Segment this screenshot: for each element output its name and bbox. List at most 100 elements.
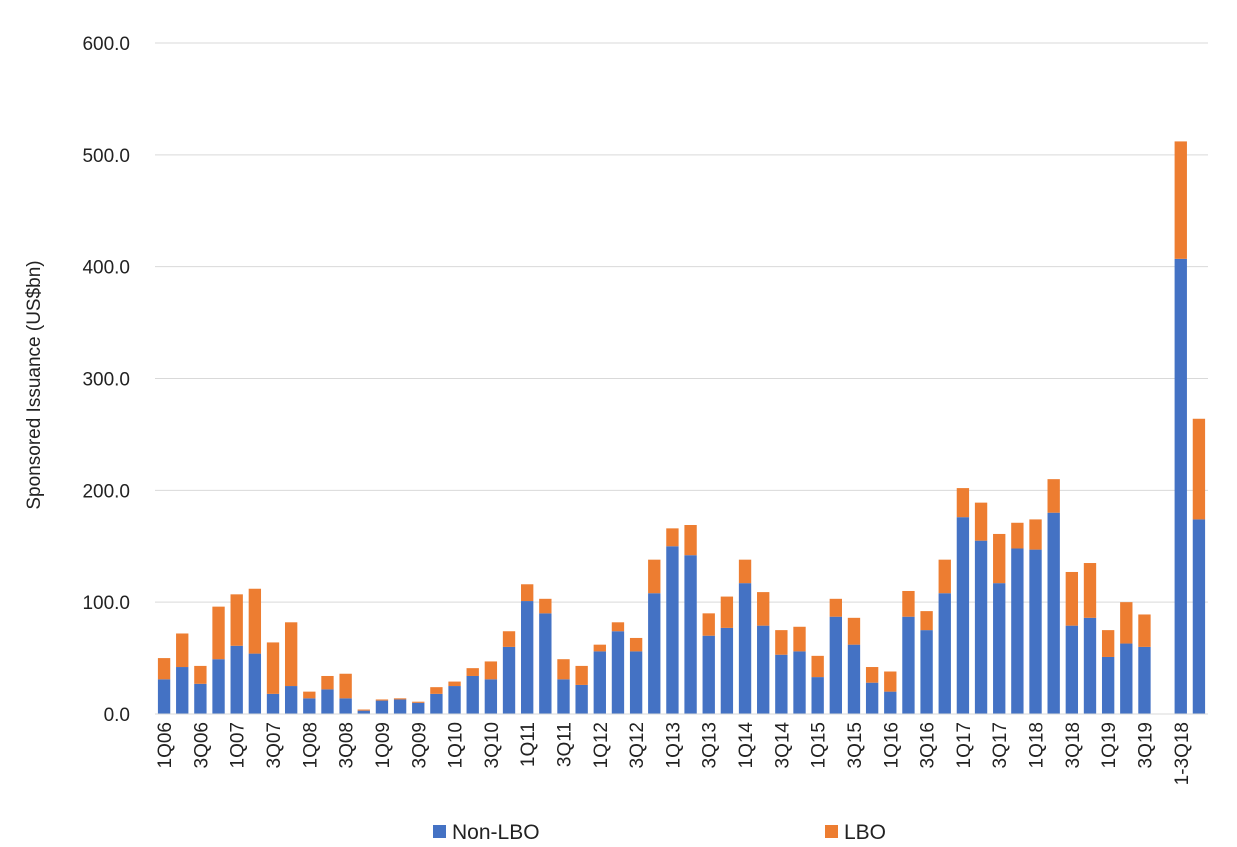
- bar-lbo: [1029, 519, 1042, 550]
- bar-lbo: [303, 691, 316, 699]
- bar-lbo: [393, 698, 407, 700]
- bar-lbo: [811, 655, 824, 678]
- bar-non-lbo: [1120, 643, 1133, 714]
- bar-non-lbo: [230, 645, 243, 714]
- x-tick-label: 1Q18: [1027, 722, 1048, 768]
- bar-non-lbo: [502, 646, 516, 714]
- bar-non-lbo: [1011, 548, 1024, 714]
- bar-non-lbo: [811, 677, 824, 714]
- bar-non-lbo: [248, 653, 262, 714]
- bar-lbo: [702, 613, 715, 636]
- bar-lbo: [557, 659, 570, 680]
- bar-lbo: [775, 630, 788, 655]
- x-tick-label: 1Q15: [809, 722, 830, 768]
- bar-lbo: [629, 637, 643, 652]
- bar-non-lbo: [321, 689, 334, 714]
- x-tick-label: 1Q06: [155, 722, 176, 768]
- bar-non-lbo: [757, 625, 770, 714]
- bar-non-lbo: [575, 684, 588, 714]
- bar-lbo: [1047, 479, 1060, 513]
- bar-lbo: [1011, 522, 1024, 549]
- bar-lbo: [865, 667, 879, 683]
- bar-non-lbo: [466, 675, 479, 714]
- bar-lbo: [357, 709, 370, 711]
- bar-non-lbo: [920, 630, 933, 714]
- x-tick-label: 3Q13: [700, 722, 721, 768]
- x-tick-label: 1Q16: [881, 722, 902, 768]
- y-tick-label: 400.0: [82, 258, 130, 279]
- bar-non-lbo: [430, 693, 443, 714]
- bar-lbo: [720, 596, 734, 628]
- bar-lbo: [829, 598, 842, 617]
- bar-lbo: [884, 671, 897, 692]
- y-tick-label: 0.0: [104, 705, 130, 726]
- legend: Non-LBO LBO: [433, 821, 886, 844]
- y-tick-label: 100.0: [82, 593, 130, 614]
- bar-lbo: [993, 533, 1006, 584]
- x-tick-label: 3Q19: [1135, 722, 1156, 768]
- bar-non-lbo: [684, 555, 697, 714]
- bar-non-lbo: [611, 631, 625, 714]
- bar-lbo: [738, 559, 752, 584]
- bar-lbo: [1101, 630, 1115, 657]
- bar-non-lbo: [176, 667, 189, 714]
- legend-swatch-non-lbo: [433, 825, 446, 838]
- bar-lbo: [902, 590, 915, 617]
- bar-lbo: [611, 622, 625, 632]
- bar-non-lbo: [284, 686, 298, 714]
- x-tick-label: 1Q11: [518, 722, 539, 767]
- bar-non-lbo: [1138, 646, 1151, 714]
- bar-non-lbo: [484, 679, 498, 714]
- bar-lbo: [430, 687, 443, 694]
- bar-lbo: [248, 588, 262, 654]
- bar-non-lbo: [557, 679, 570, 714]
- bar-non-lbo: [938, 593, 951, 714]
- bar-lbo: [1138, 614, 1151, 647]
- bar-lbo: [212, 606, 225, 660]
- bar-non-lbo: [1047, 512, 1060, 714]
- bar-non-lbo: [847, 644, 861, 714]
- x-tick-label: 3Q06: [191, 722, 212, 768]
- bar-non-lbo: [212, 659, 225, 714]
- bar-lbo: [412, 701, 425, 703]
- x-tick-label: 3Q09: [409, 722, 430, 768]
- bar-lbo: [266, 642, 280, 694]
- bar-non-lbo: [974, 540, 988, 714]
- bar-non-lbo: [539, 613, 552, 714]
- bar-non-lbo: [157, 679, 171, 714]
- bar-non-lbo: [339, 698, 352, 714]
- bar-lbo: [1174, 141, 1187, 259]
- bar-lbo: [920, 611, 933, 631]
- bar-lbo: [1120, 602, 1133, 644]
- bar-non-lbo: [1065, 625, 1079, 714]
- bar-lbo: [448, 681, 461, 687]
- bar-non-lbo: [1101, 656, 1115, 714]
- x-tick-label: 3Q14: [772, 722, 793, 769]
- bar-lbo: [938, 559, 951, 594]
- y-tick-label: 600.0: [82, 34, 130, 55]
- x-tick-label: 3Q18: [1063, 722, 1084, 768]
- bar-non-lbo: [738, 583, 752, 714]
- legend-label-lbo: LBO: [844, 821, 886, 844]
- bar-non-lbo: [775, 654, 788, 714]
- x-tick-label: 1Q19: [1099, 722, 1120, 768]
- bar-lbo: [502, 631, 516, 647]
- bar-lbo: [847, 617, 861, 645]
- x-tick-label: 1Q10: [446, 722, 467, 768]
- bar-non-lbo: [393, 699, 407, 714]
- bar-lbo: [539, 598, 552, 614]
- bar-non-lbo: [956, 517, 970, 714]
- x-tick-label: 3Q08: [337, 722, 358, 768]
- bar-lbo: [757, 592, 770, 626]
- bar-non-lbo: [521, 601, 534, 714]
- bar-lbo: [684, 525, 697, 556]
- bar-non-lbo: [412, 702, 425, 714]
- bar-non-lbo: [629, 651, 643, 714]
- legend-label-non-lbo: Non-LBO: [452, 821, 540, 844]
- bar-non-lbo: [1029, 549, 1042, 714]
- y-tick-label: 500.0: [82, 146, 130, 167]
- x-tick-label: 1Q07: [228, 722, 249, 768]
- y-axis-label: Sponsored Issuance (US$bn): [24, 260, 45, 509]
- bar-non-lbo: [1083, 617, 1097, 714]
- bar-non-lbo: [702, 635, 715, 714]
